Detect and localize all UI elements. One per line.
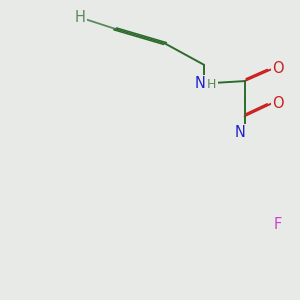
Text: N: N xyxy=(234,125,245,140)
Text: F: F xyxy=(274,217,282,232)
Text: O: O xyxy=(272,96,284,111)
Text: O: O xyxy=(272,61,284,76)
Text: N: N xyxy=(194,76,205,91)
Text: H: H xyxy=(74,10,86,25)
Text: H: H xyxy=(207,78,217,92)
